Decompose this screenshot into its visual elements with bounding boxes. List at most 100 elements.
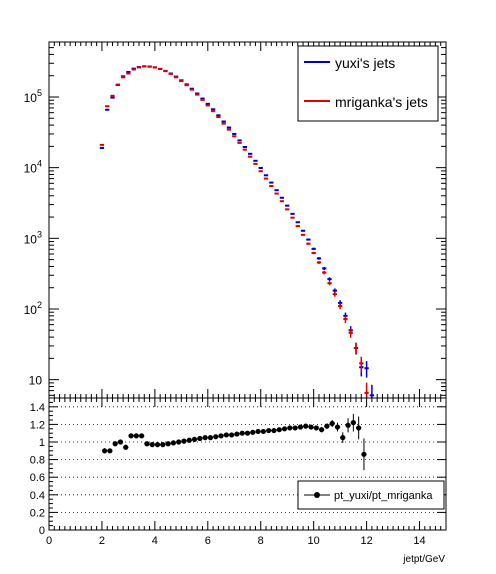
ratio-y-tick-label: 0.2	[30, 507, 45, 519]
ratio-y-tick-label: 0.8	[30, 455, 45, 467]
ratio-point	[128, 433, 134, 439]
x-tick-label: 8	[258, 535, 264, 547]
ratio-point-marker	[319, 427, 325, 433]
ratio-y-tick-label: 1.4	[30, 402, 45, 414]
ratio-point	[308, 424, 314, 430]
ratio-panel: 0 0.2 0.4 0.6 0.8 1 1.2 1.4 0 2 4 6 8 10 12 14 pt_yuxi…	[30, 397, 447, 565]
ratio-point-marker	[154, 442, 161, 448]
ratio-point-marker	[165, 441, 171, 447]
ratio-point-marker	[149, 442, 155, 448]
ratio-series-layer	[101, 413, 367, 471]
ratio-point-marker	[234, 431, 240, 437]
x-tick-label: 0	[46, 535, 52, 547]
ratio-point	[334, 422, 341, 432]
ratio-point-marker	[197, 435, 203, 442]
x-tick-label: 6	[205, 535, 211, 547]
ratio-point-marker	[271, 427, 277, 434]
ratio-point-marker	[101, 448, 108, 454]
ratio-point-marker	[244, 430, 251, 436]
ratio-point	[154, 442, 161, 448]
ratio-legend-label: pt_yuxi/pt_mriganka	[334, 490, 433, 502]
ratio-point	[250, 429, 256, 435]
main-y-tick-label-base: 10	[24, 303, 38, 317]
ratio-point-marker	[324, 423, 330, 429]
ratio-point	[281, 426, 288, 432]
legend-label-mriganka: mriganka's jets	[335, 94, 428, 110]
ratio-y-tick-label: 0	[39, 525, 45, 537]
ratio-point	[356, 416, 362, 440]
ratio-point	[101, 448, 108, 454]
ratio-point	[340, 432, 346, 443]
x-tick-label: 10	[308, 535, 320, 547]
ratio-point-marker	[334, 424, 341, 430]
ratio-point-marker	[117, 439, 124, 445]
ratio-point-marker	[107, 448, 113, 454]
ratio-point-marker	[313, 425, 319, 431]
ratio-point-marker	[207, 435, 214, 441]
ratio-point	[112, 441, 118, 447]
ratio-point-marker	[170, 440, 176, 446]
ratio-y-tick-label: 0.6	[30, 472, 45, 484]
ratio-point-marker	[340, 435, 346, 441]
ratio-point-marker	[308, 424, 314, 430]
ratio-point	[318, 427, 325, 433]
ratio-y-tick-label: 1.2	[30, 419, 45, 431]
ratio-point-marker	[287, 425, 293, 431]
ratio-point	[123, 444, 129, 450]
ratio-point	[228, 432, 235, 438]
x-tick-label: 12	[360, 535, 372, 547]
ratio-point-marker	[176, 439, 182, 445]
ratio-point	[213, 434, 219, 440]
ratio-point	[287, 425, 293, 431]
ratio-point-marker	[139, 433, 145, 439]
ratio-point-marker	[181, 438, 187, 444]
ratio-x-axis: 0 2 4 6 8 10 12 14	[46, 398, 447, 547]
x-tick-label: 4	[152, 535, 158, 547]
ratio-point	[350, 413, 357, 432]
main-y-tick-label-base: 10	[24, 232, 38, 246]
ratio-point	[234, 431, 240, 437]
main-series-layer	[99, 65, 375, 398]
main-y-tick-label-exp: 4	[37, 159, 42, 169]
ratio-point	[138, 433, 145, 439]
ratio-point	[303, 423, 309, 429]
ratio-point	[329, 420, 335, 428]
ratio-point-marker	[250, 429, 256, 435]
ratio-point-marker	[350, 420, 356, 426]
main-y-tick-label-exp: 5	[37, 88, 42, 98]
legend-label-yuxi: yuxi's jets	[335, 55, 395, 71]
main-y-tick-label-base: 10	[24, 91, 38, 105]
ratio-point	[133, 433, 139, 439]
ratio-point-marker	[133, 433, 139, 439]
ratio-point-marker	[329, 420, 335, 427]
x-tick-label: 2	[99, 535, 105, 547]
ratio-point-marker	[191, 436, 198, 442]
ratio-point	[186, 437, 192, 443]
ratio-point-marker	[160, 442, 166, 448]
ratio-y-tick-label: 0.4	[30, 490, 45, 502]
ratio-point-marker	[213, 434, 219, 440]
ratio-point-marker	[229, 432, 235, 438]
ratio-point	[361, 438, 367, 471]
ratio-point	[271, 427, 277, 434]
ratio-point	[207, 435, 214, 441]
main-legend: yuxi's jets mriganka's jets	[297, 45, 439, 122]
main-y-tick-label-base: 10	[24, 162, 38, 176]
ratio-point-marker	[276, 427, 282, 433]
ratio-point-marker	[255, 428, 261, 435]
ratio-point	[170, 440, 177, 446]
main-y-tick-label: 105	[24, 88, 42, 105]
ratio-point	[176, 439, 182, 445]
ratio-point	[197, 435, 203, 442]
ratio-point	[165, 441, 171, 447]
ratio-point	[191, 436, 198, 442]
ratio-point	[223, 432, 229, 438]
x-tick-label: 14	[413, 535, 425, 547]
ratio-point-marker	[202, 435, 208, 441]
ratio-point-marker	[281, 426, 288, 432]
main-y-tick-label: 104	[24, 159, 42, 176]
ratio-point	[292, 425, 298, 431]
ratio-point	[276, 427, 282, 433]
